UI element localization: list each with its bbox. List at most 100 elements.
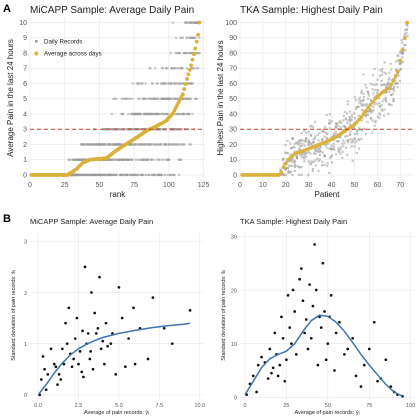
- y-tick-label: 9: [23, 35, 27, 42]
- smooth-curve: [244, 314, 403, 397]
- daily-record-point: [173, 173, 176, 177]
- daily-record-point: [181, 143, 184, 146]
- daily-record-point: [160, 128, 163, 131]
- daily-record-point: [394, 68, 398, 71]
- daily-record-point: [371, 119, 374, 122]
- daily-record-point: [360, 137, 363, 140]
- daily-record-point: [188, 82, 191, 85]
- daily-record-point: [154, 143, 158, 146]
- x-axis-label: Average of pain records: ȳᵢ: [84, 410, 149, 416]
- data-point: [101, 339, 105, 343]
- data-point: [170, 342, 174, 346]
- daily-record-point: [347, 119, 350, 122]
- daily-record-point: [378, 105, 382, 108]
- daily-record-point: [404, 49, 407, 52]
- daily-record-point: [389, 62, 392, 65]
- data-point: [77, 362, 80, 366]
- data-point: [44, 388, 48, 392]
- daily-record-point: [91, 173, 94, 177]
- y-tick-label: 10: [231, 342, 237, 348]
- daily-record-point: [84, 173, 87, 177]
- daily-record-point: [293, 146, 296, 149]
- data-point: [127, 337, 130, 340]
- daily-record-point: [293, 163, 297, 166]
- data-point: [38, 393, 42, 397]
- daily-record-point: [92, 173, 96, 177]
- legend-label-average: Average across days: [44, 51, 102, 58]
- daily-record-point: [369, 82, 372, 85]
- daily-record-point: [198, 51, 201, 55]
- daily-record-point: [185, 51, 188, 55]
- daily-record-point: [119, 158, 122, 161]
- x-tick-label: 7.5: [156, 403, 164, 409]
- daily-record-point: [287, 169, 290, 173]
- daily-record-point: [334, 132, 337, 136]
- daily-record-point: [316, 157, 319, 160]
- daily-record-point: [175, 82, 179, 85]
- data-point: [106, 344, 109, 348]
- daily-record-point: [380, 108, 383, 111]
- daily-record-point: [100, 143, 104, 146]
- daily-record-point: [337, 149, 340, 152]
- daily-record-point: [334, 125, 337, 128]
- x-tick-label: 2.5: [75, 403, 83, 409]
- data-point: [146, 357, 150, 361]
- daily-record-point: [353, 137, 356, 140]
- y-tick-label: 0: [233, 172, 237, 179]
- legend-label-records: Daily Records: [44, 39, 83, 46]
- daily-record-point: [304, 140, 307, 143]
- daily-record-point: [134, 173, 137, 177]
- data-point: [60, 347, 64, 351]
- daily-record-point: [80, 158, 83, 161]
- daily-record-point: [284, 166, 287, 169]
- daily-record-point: [113, 143, 116, 146]
- daily-record-point: [162, 82, 165, 85]
- daily-record-point: [281, 159, 285, 162]
- daily-record-point: [350, 118, 353, 122]
- average-point: [185, 77, 189, 81]
- daily-record-point: [376, 83, 379, 86]
- daily-record-point: [128, 97, 132, 100]
- daily-record-point: [314, 164, 317, 167]
- daily-record-point: [189, 21, 193, 24]
- daily-record-point: [181, 97, 185, 100]
- daily-record-point: [173, 67, 176, 70]
- daily-record-point: [150, 158, 153, 161]
- y-tick-label: 50: [229, 96, 237, 103]
- daily-record-point: [310, 160, 313, 163]
- daily-record-point: [313, 135, 317, 138]
- daily-record-point: [337, 121, 340, 124]
- daily-record-point: [147, 173, 151, 177]
- daily-record-point: [139, 112, 143, 116]
- daily-record-point: [295, 141, 298, 144]
- data-point: [291, 288, 295, 292]
- data-point: [109, 342, 113, 346]
- daily-record-point: [318, 158, 322, 161]
- daily-record-point: [332, 142, 335, 145]
- daily-record-point: [161, 173, 164, 177]
- daily-record-point: [282, 157, 285, 160]
- daily-record-point: [330, 144, 333, 147]
- daily-record-point: [350, 113, 354, 116]
- average-point: [277, 173, 281, 177]
- average-point: [352, 122, 357, 127]
- daily-record-point: [188, 143, 191, 146]
- daily-record-point: [296, 164, 299, 168]
- daily-record-point: [359, 99, 363, 103]
- daily-record-point: [292, 146, 295, 149]
- y-tick-label: 30: [231, 235, 237, 241]
- daily-record-point: [120, 97, 123, 100]
- daily-record-point: [311, 167, 315, 171]
- daily-record-point: [376, 78, 379, 81]
- data-point: [309, 336, 313, 340]
- daily-record-point: [353, 117, 357, 120]
- data-point: [99, 347, 103, 351]
- x-axis-label: rank: [110, 190, 127, 199]
- x-tick-label: 0.0: [34, 403, 42, 409]
- daily-record-point: [188, 51, 191, 55]
- daily-record-point: [401, 56, 404, 59]
- daily-record-point: [293, 160, 296, 164]
- daily-record-point: [159, 128, 162, 131]
- daily-record-point: [317, 151, 320, 154]
